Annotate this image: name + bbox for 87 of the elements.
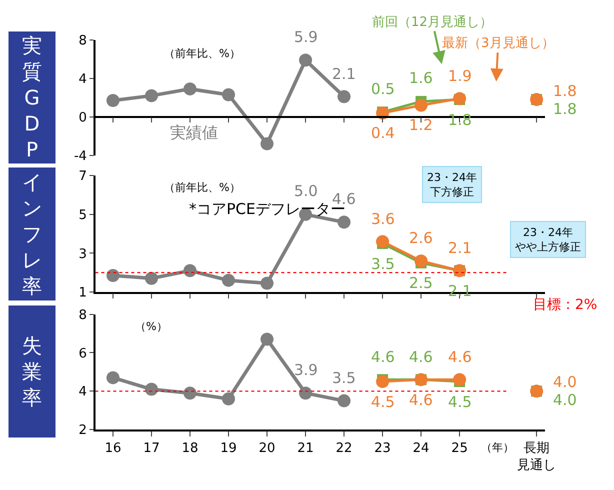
y-tick-label: 3 bbox=[78, 246, 87, 262]
y-tick-label: -4 bbox=[74, 148, 87, 164]
point bbox=[184, 386, 196, 400]
annotation: （前年比、%） bbox=[164, 181, 240, 194]
annotation: 23・24年下方修正 bbox=[427, 171, 477, 198]
data-label: 3.5 bbox=[371, 255, 395, 273]
point bbox=[144, 89, 158, 102]
data-label: 5.9 bbox=[294, 28, 318, 46]
annotation: 23・24年やや上方修正 bbox=[515, 226, 581, 254]
data-label: 2.6 bbox=[409, 229, 433, 247]
y-tick-label: 8 bbox=[78, 308, 87, 323]
data-label: 1.6 bbox=[409, 69, 433, 87]
data-label: 4.5 bbox=[371, 393, 395, 411]
data-label: 0.5 bbox=[371, 80, 395, 98]
point bbox=[338, 216, 351, 229]
point bbox=[106, 94, 120, 107]
point bbox=[184, 82, 196, 96]
y-tick-label: 4 bbox=[78, 384, 87, 400]
data-label: 4.6 bbox=[448, 348, 472, 366]
data-label: 2.1 bbox=[332, 65, 356, 83]
x-tick-label: 20 bbox=[258, 440, 276, 456]
text: 失業率 bbox=[22, 334, 42, 410]
point bbox=[260, 276, 274, 290]
data-label: 4.6 bbox=[371, 348, 395, 366]
x-axis-title: （年） bbox=[481, 441, 514, 454]
x-tick-label: 17 bbox=[143, 440, 160, 456]
data-label: 2.1 bbox=[448, 239, 472, 257]
data-label: 4.0 bbox=[553, 391, 577, 409]
x-tick-label: 23 bbox=[374, 440, 391, 456]
y-tick-label: 2 bbox=[78, 423, 87, 438]
x-tick-label: 18 bbox=[182, 440, 198, 456]
text: 最新（3月見通し） bbox=[442, 36, 554, 51]
point bbox=[299, 54, 312, 67]
text: 実質GDP bbox=[22, 34, 42, 162]
point bbox=[376, 375, 390, 388]
y-tick-label: 1 bbox=[78, 286, 87, 301]
point bbox=[222, 274, 235, 287]
annotation: （前年比、%） bbox=[164, 47, 240, 60]
data-label: 3.6 bbox=[371, 210, 395, 228]
point bbox=[144, 382, 158, 396]
y-tick-label: 6 bbox=[78, 346, 87, 362]
point bbox=[414, 254, 428, 268]
x-tick-label: 24 bbox=[412, 440, 430, 456]
point bbox=[299, 386, 312, 400]
data-label: 4.6 bbox=[409, 391, 433, 409]
point bbox=[144, 272, 158, 285]
x-tick-label: 25 bbox=[451, 440, 468, 456]
y-tick-label: 4 bbox=[78, 72, 87, 87]
data-label: 3.9 bbox=[294, 361, 318, 379]
point bbox=[260, 332, 274, 346]
data-label: 1.8 bbox=[553, 82, 577, 100]
point bbox=[376, 235, 390, 248]
point bbox=[299, 208, 312, 221]
data-label: 2.5 bbox=[409, 274, 433, 292]
point bbox=[414, 98, 428, 112]
x-tick-label: 16 bbox=[104, 440, 122, 456]
point bbox=[222, 392, 235, 406]
data-label: 1.9 bbox=[448, 67, 472, 85]
x-tick-label: 19 bbox=[220, 440, 237, 456]
point bbox=[338, 394, 351, 408]
data-label: 4.0 bbox=[553, 373, 577, 391]
series-label: 実績値 bbox=[170, 123, 218, 142]
x-tick-label: 21 bbox=[297, 440, 314, 456]
x-tick-label: 22 bbox=[336, 440, 352, 456]
point bbox=[184, 264, 196, 278]
point bbox=[453, 373, 466, 386]
data-label: 1.2 bbox=[409, 116, 433, 134]
annotation: （%） bbox=[135, 320, 168, 333]
point bbox=[222, 88, 235, 102]
data-label: 0.4 bbox=[371, 124, 395, 142]
ref-line-label: 目標：2% bbox=[533, 297, 598, 313]
point bbox=[260, 137, 274, 150]
data-label: 3.5 bbox=[332, 369, 356, 387]
data-label: 5.0 bbox=[294, 182, 318, 200]
data-label: 4.5 bbox=[448, 393, 472, 411]
y-tick-label: 7 bbox=[78, 169, 87, 184]
y-tick-label: 0 bbox=[78, 110, 87, 126]
data-label: 1.8 bbox=[553, 100, 577, 118]
text: インフレ率 bbox=[22, 170, 42, 298]
point bbox=[106, 371, 120, 384]
data-label: 4.6 bbox=[409, 348, 433, 366]
point bbox=[338, 90, 351, 104]
x-tick-label: 長期見通し bbox=[517, 440, 556, 473]
y-tick-label: 5 bbox=[78, 208, 87, 223]
point bbox=[106, 268, 120, 282]
text: 前回（12月見通し） bbox=[372, 15, 493, 30]
y-tick-label: 8 bbox=[78, 33, 87, 48]
